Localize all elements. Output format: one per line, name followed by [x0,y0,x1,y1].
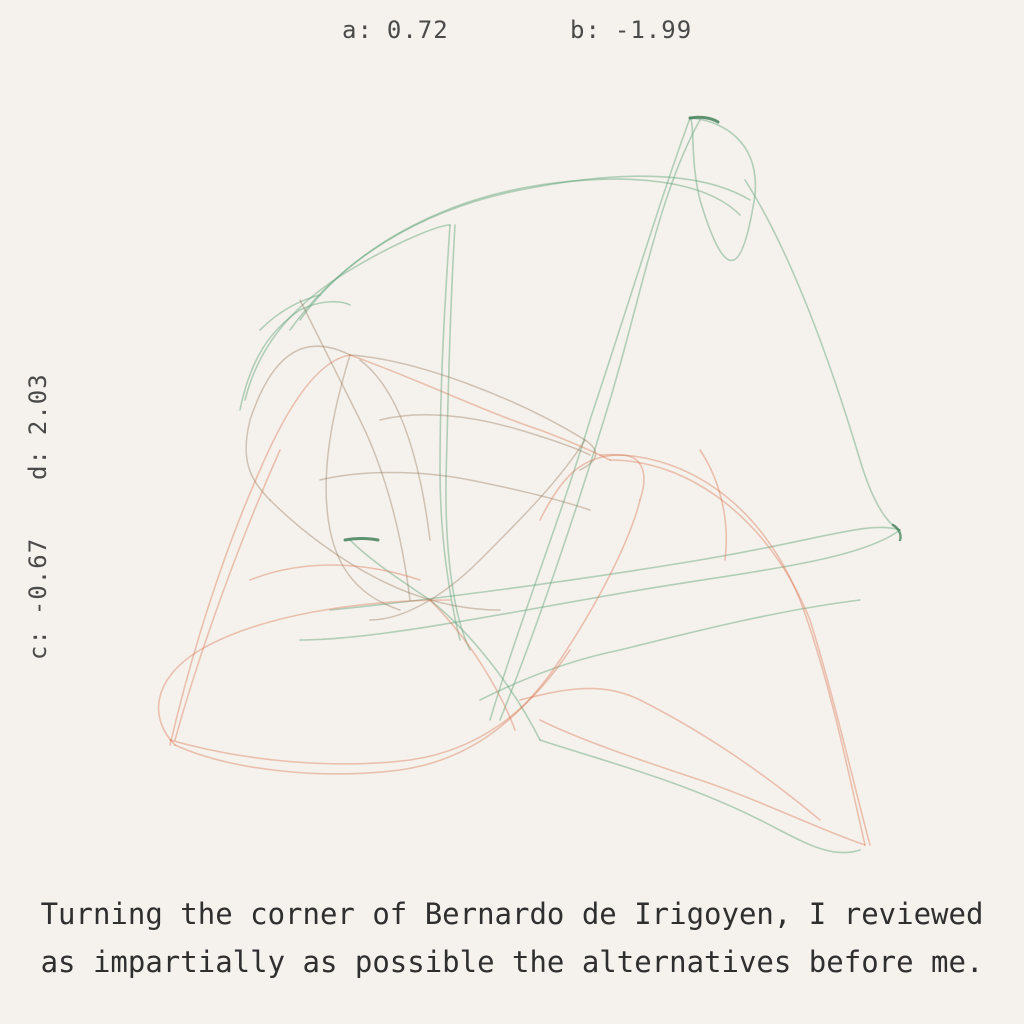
param-b: b: -1.99 [570,16,692,44]
green-strands [239,115,902,854]
caption-line-1: Turning the corner of Bernardo de Irigoy… [40,897,984,931]
param-a-value: 0.72 [386,16,449,44]
caption: Turning the corner of Bernardo de Irigoy… [20,890,1004,986]
orange-strands [157,354,871,846]
param-b-label: b: [570,16,601,44]
brown-strands [245,299,597,621]
param-a: a: 0.72 [342,16,449,44]
param-b-value: -1.99 [614,16,693,44]
param-a-label: a: [342,16,373,44]
caption-line-2: as impartially as possible the alternati… [40,945,984,979]
